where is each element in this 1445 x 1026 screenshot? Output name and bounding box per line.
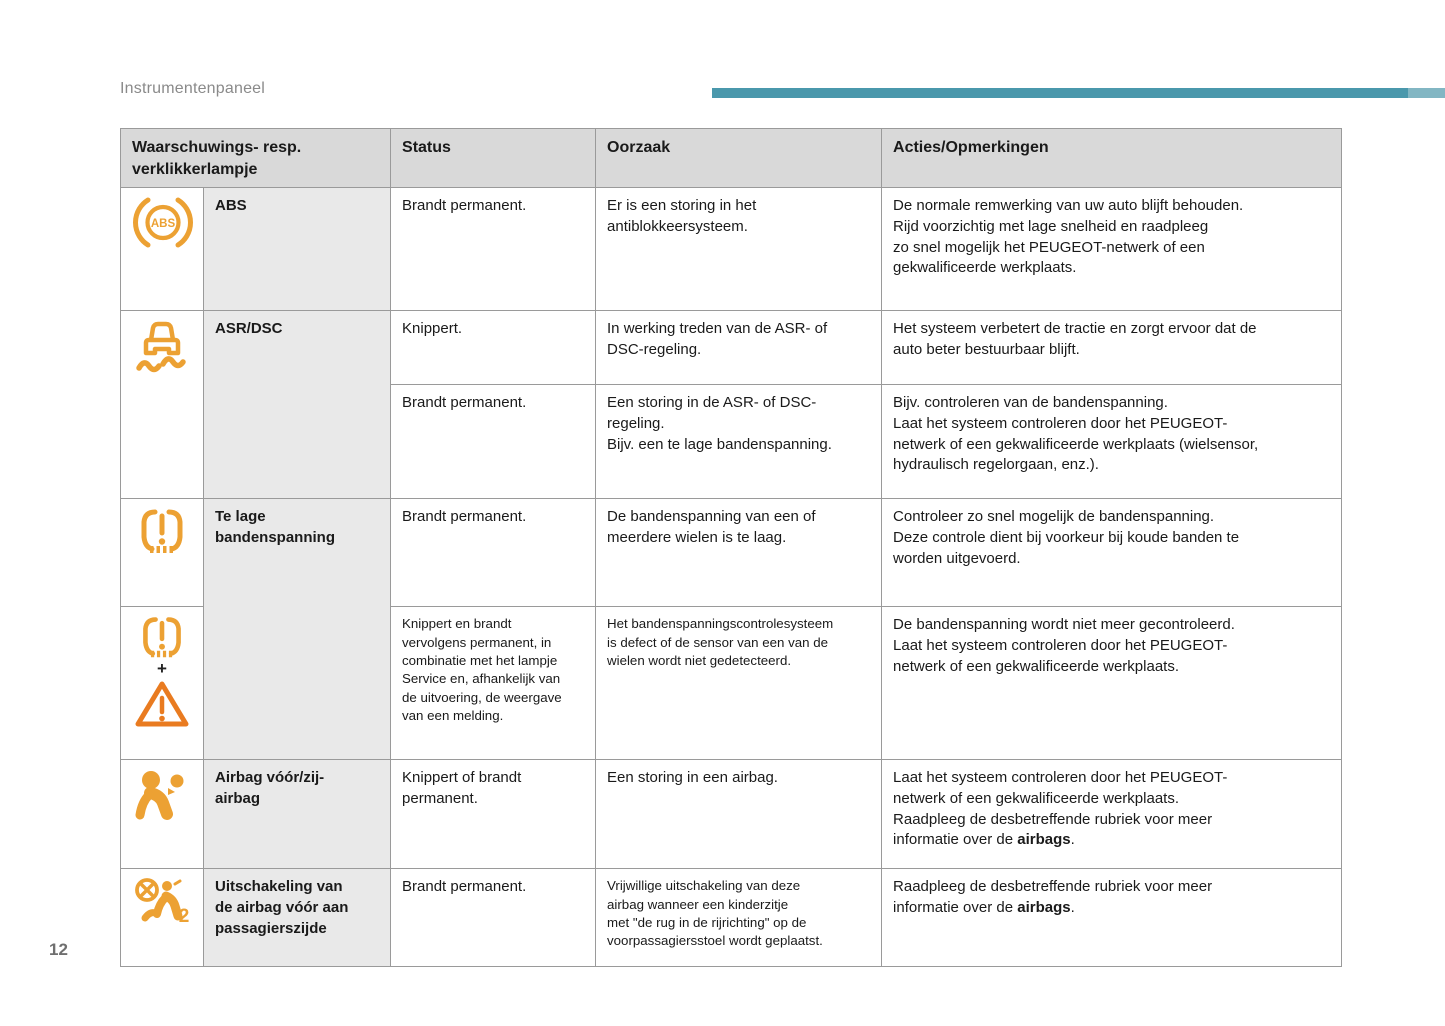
tpms-fault-icon-cell: +	[120, 606, 204, 761]
status-asr-1: Knippert.	[390, 310, 597, 386]
status-airbag: Knippert of brandt permanent.	[390, 759, 597, 870]
cause-tpms-1: De bandenspanning van een of meerdere wi…	[595, 498, 883, 608]
action-airbag-off: Raadpleeg de desbetreffende rubriek voor…	[881, 868, 1343, 968]
lamp-name-asr: ASR/DSC	[202, 310, 392, 500]
svg-text:2: 2	[179, 906, 190, 927]
bold-airbags-word: airbags	[1017, 831, 1071, 849]
passenger-airbag-deactivated-icon: 2	[133, 878, 191, 927]
table-row-airbag-deactivation: 2 Uitschakeling van de airbag vóór aan p…	[120, 868, 1343, 968]
asr-dsc-skid-icon	[134, 320, 190, 373]
status-abs: Brandt permanent.	[390, 187, 597, 312]
action-asr-1: Het systeem verbetert de tractie en zorg…	[881, 310, 1343, 386]
column-header-cause: Oorzaak	[595, 127, 883, 189]
warning-triangle-icon	[134, 680, 190, 727]
column-header-status: Status	[390, 127, 597, 189]
action-abs: De normale remwerking van uw auto blijft…	[881, 187, 1343, 312]
cause-abs: Er is een storing in het antiblokkeersys…	[595, 187, 883, 312]
table-row-airbag: Airbag vóór/zij- airbag Knippert of bran…	[120, 759, 1343, 870]
column-header-actions: Acties/Opmerkingen	[881, 127, 1343, 189]
action-airbag: Laat het systeem controleren door het PE…	[881, 759, 1343, 870]
page-number: 12	[49, 940, 68, 959]
airbag-warning-icon	[135, 769, 189, 821]
status-airbag-off: Brandt permanent.	[390, 868, 597, 968]
cause-asr-2: Een storing in de ASR- of DSC- regeling.…	[595, 384, 883, 500]
abs-warning-icon: ABS	[132, 197, 194, 248]
status-asr-2: Brandt permanent.	[390, 384, 597, 500]
accent-bar-tail	[1408, 88, 1445, 98]
action-tpms-1: Controleer zo snel mogelijk de bandenspa…	[881, 498, 1343, 608]
abs-icon-cell: ABS	[120, 187, 204, 312]
section-title: Instrumentenpaneel	[120, 80, 266, 97]
action-tpms-2: De bandenspanning wordt niet meer gecont…	[881, 606, 1343, 761]
table-row-asr-blinking: ASR/DSC Knippert. In werking treden van …	[120, 310, 1343, 500]
plus-sign: +	[157, 659, 167, 679]
asr-icon-cell	[120, 310, 204, 500]
warning-lights-table: Waarschuwings- resp. verklikkerlampje St…	[119, 127, 1343, 968]
table-header-row: Waarschuwings- resp. verklikkerlampje St…	[119, 127, 1343, 189]
table-row-asr-permanent: Brandt permanent. Een storing in de ASR-…	[121, 384, 1343, 500]
status-tpms-2: Knippert en brandt vervolgens permanent,…	[390, 606, 597, 761]
cause-tpms-2: Het bandenspanningscontrolesysteem is de…	[595, 606, 883, 761]
bold-airbags-word: airbags	[1017, 898, 1071, 916]
tpms-icon-cell	[120, 498, 204, 608]
airbag-icon-cell	[120, 759, 204, 870]
cause-airbag: Een storing in een airbag.	[595, 759, 883, 870]
accent-bar	[712, 88, 1408, 98]
table-row-tpms-fault: + Knippert en brandt vervolgens permanen…	[120, 606, 1343, 761]
lamp-name-abs: ABS	[202, 187, 392, 312]
lamp-name-airbag: Airbag vóór/zij- airbag	[202, 759, 392, 870]
cause-asr-1: In werking treden van de ASR- of DSC-reg…	[595, 310, 883, 386]
status-tpms-1: Brandt permanent.	[390, 498, 597, 608]
airbag-off-icon-cell: 2	[120, 868, 204, 968]
tire-pressure-warning-icon	[139, 616, 185, 658]
tire-pressure-warning-icon	[137, 508, 187, 554]
svg-text:ABS: ABS	[151, 218, 176, 230]
lamp-name-tpms: Te lage bandenspanning	[202, 498, 392, 761]
cause-airbag-off: Vrijwillige uitschakeling van deze airba…	[595, 868, 883, 968]
action-asr-2: Bijv. controleren van de bandenspanning.…	[881, 384, 1343, 500]
table-row-abs: ABS ABS Brandt permanent. Er is een stor…	[120, 187, 1343, 312]
lamp-name-airbag-off: Uitschakeling van de airbag vóór aan pas…	[202, 868, 392, 968]
table-row-tire-pressure-low: Te lage bandenspanning Brandt permanent.…	[120, 498, 1343, 761]
column-header-lamp: Waarschuwings- resp. verklikkerlampje	[119, 127, 392, 189]
